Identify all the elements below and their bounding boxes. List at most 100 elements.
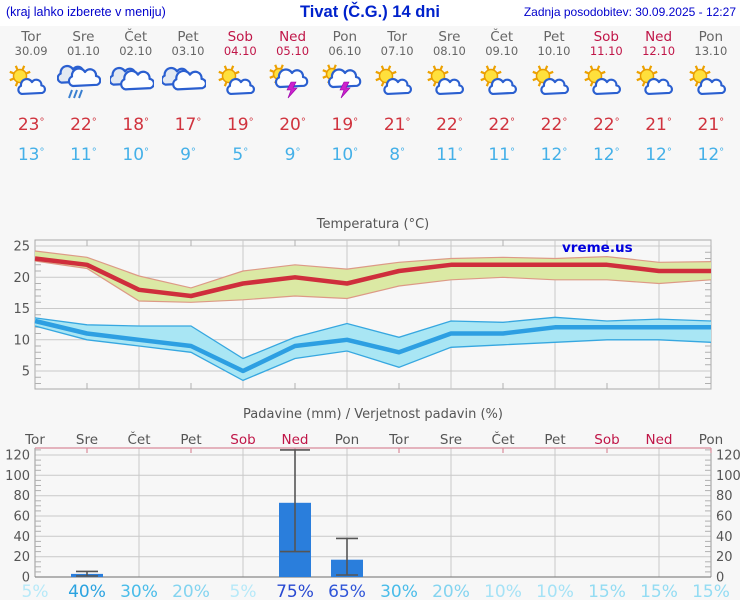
day-column: Sob 04.10 19° 5°: [214, 30, 266, 165]
max-temp: 19°: [331, 115, 359, 135]
day-date: 04.10: [223, 44, 257, 58]
day-column: Ned 12.10 21° 12°: [632, 30, 684, 165]
precip-y-label-right: 100: [716, 469, 740, 484]
weather-icon: [161, 63, 214, 111]
partly-sunny-icon: [9, 65, 47, 96]
day-column: Čet 09.10 22° 11°: [476, 30, 528, 165]
partly-sunny-icon: [584, 65, 622, 96]
weather-icon: [632, 63, 684, 111]
precip-y-label-left: 40: [13, 530, 30, 545]
day-date: 06.10: [328, 44, 362, 58]
precip-minor-ticks: [35, 449, 711, 573]
day-column: Sob 11.10 22° 12°: [580, 30, 632, 165]
day-date: 13.10: [694, 44, 728, 58]
precip-probability: 20%: [432, 582, 470, 600]
precip-day-label: Tor: [24, 432, 45, 448]
max-temp-line: [34, 256, 711, 299]
partly-sunny-icon: [218, 65, 256, 96]
menu-hint-text: (kraj lahko izberete v meniju): [6, 5, 166, 19]
max-temp: 18°: [122, 115, 150, 135]
day-column: Čet 02.10 18° 10°: [109, 30, 162, 165]
max-temp: 21°: [383, 115, 411, 135]
max-temp: 20°: [279, 115, 306, 135]
precip-day-label: Ned: [282, 432, 309, 448]
weather-icon: [528, 63, 580, 111]
precip-gridlines: [35, 448, 711, 577]
precip-whisker: [336, 537, 358, 576]
precip-y-label-right: 60: [716, 510, 733, 525]
precip-day-label: Sre: [76, 432, 98, 448]
precip-probability: 40%: [68, 582, 106, 600]
precip-day-label: Sre: [440, 432, 462, 448]
min-temp: 9°: [180, 145, 196, 165]
forecast-strip: Tor 30.09 23° 13° Sre 01.10 22° 11° Čet 02.10 18° 1…: [5, 30, 737, 165]
thunderstorm-icon: [322, 64, 361, 99]
temp-y-label: 5: [22, 365, 30, 380]
cloudy-icon: [109, 66, 154, 91]
day-name: Sre: [438, 29, 461, 45]
precip-probability: 75%: [276, 582, 314, 600]
max-temp: 22°: [436, 115, 463, 135]
max-temp: 22°: [70, 115, 97, 135]
day-column: Pon 06.10 19° 10°: [319, 30, 371, 165]
max-temp: 22°: [488, 115, 516, 135]
vreme-us-link[interactable]: vreme.us: [562, 240, 633, 256]
precip-day-label: Čet: [127, 430, 150, 448]
weather-icon: [5, 63, 57, 111]
page-title: Tivat (Č.G.) 14 dni: [300, 3, 440, 21]
day-column: Tor 07.10 21° 8°: [371, 30, 423, 165]
day-name: Ned: [279, 29, 307, 45]
precip-day-label: Tor: [388, 432, 409, 448]
precip-y-label-right: 40: [716, 530, 733, 545]
min-temp: 12°: [645, 145, 672, 165]
min-temp: 11°: [436, 145, 463, 165]
precip-probability: 15%: [588, 582, 626, 600]
weather-icon: [266, 63, 318, 111]
temp-y-label: 15: [13, 302, 30, 317]
day-column: Pet 03.10 17° 9°: [161, 29, 214, 165]
partly-sunny-icon: [532, 65, 569, 96]
max-temp: 19°: [226, 115, 254, 135]
partly-sunny-icon: [375, 65, 412, 96]
precip-whisker: [76, 570, 98, 577]
precip-chart-title: Padavine (mm) / Verjetnost padavin (%): [243, 407, 503, 422]
day-date: 01.10: [66, 44, 100, 58]
precipitation-chart: Padavine (mm) / Verjetnost padavin (%) To…: [0, 404, 740, 600]
min-band-upper-edge: [34, 316, 712, 360]
max-temp: 23°: [17, 115, 45, 135]
day-column: Pon 13.10 21° 12°: [685, 30, 737, 165]
day-name: Čet: [490, 29, 514, 45]
precip-y-label-right: 80: [716, 489, 733, 504]
day-date: 30.09: [14, 44, 48, 58]
precip-y-label-left: 120: [5, 449, 30, 464]
max-temp: 21°: [645, 115, 672, 135]
day-name: Pet: [177, 29, 199, 45]
day-date: 02.10: [119, 44, 153, 58]
precip-whisker: [280, 449, 310, 553]
precip-probability: 5%: [22, 582, 49, 600]
precip-y-label-left: 20: [13, 550, 30, 565]
precip-day-label: Pet: [544, 432, 565, 448]
temp-y-label: 10: [13, 333, 30, 348]
page-header: (kraj lahko izberete v meniju) Tivat (Č.…: [0, 0, 740, 26]
precip-probability: 10%: [484, 582, 522, 600]
weather-icon: [685, 63, 737, 111]
precip-top-ticks: [86, 448, 712, 453]
day-column: Pet 10.10 22° 12°: [528, 30, 580, 165]
precip-probability: 5%: [230, 582, 257, 600]
precip-probability: 30%: [120, 582, 158, 600]
day-date: 09.10: [485, 44, 519, 58]
day-name: Pon: [332, 29, 358, 45]
precip-probability: 15%: [692, 582, 730, 600]
day-date: 07.10: [380, 44, 414, 58]
min-temp: 5°: [232, 145, 249, 165]
day-date: 12.10: [642, 44, 676, 58]
min-temp-band: [35, 317, 711, 381]
precip-day-label: Ned: [646, 432, 673, 448]
min-temp: 11°: [488, 145, 516, 165]
weather-icon: [371, 63, 423, 111]
precip-day-label: Pet: [180, 432, 201, 448]
min-temp: 11°: [70, 145, 97, 165]
partly-sunny-icon: [479, 65, 517, 96]
day-name: Tor: [21, 29, 42, 45]
